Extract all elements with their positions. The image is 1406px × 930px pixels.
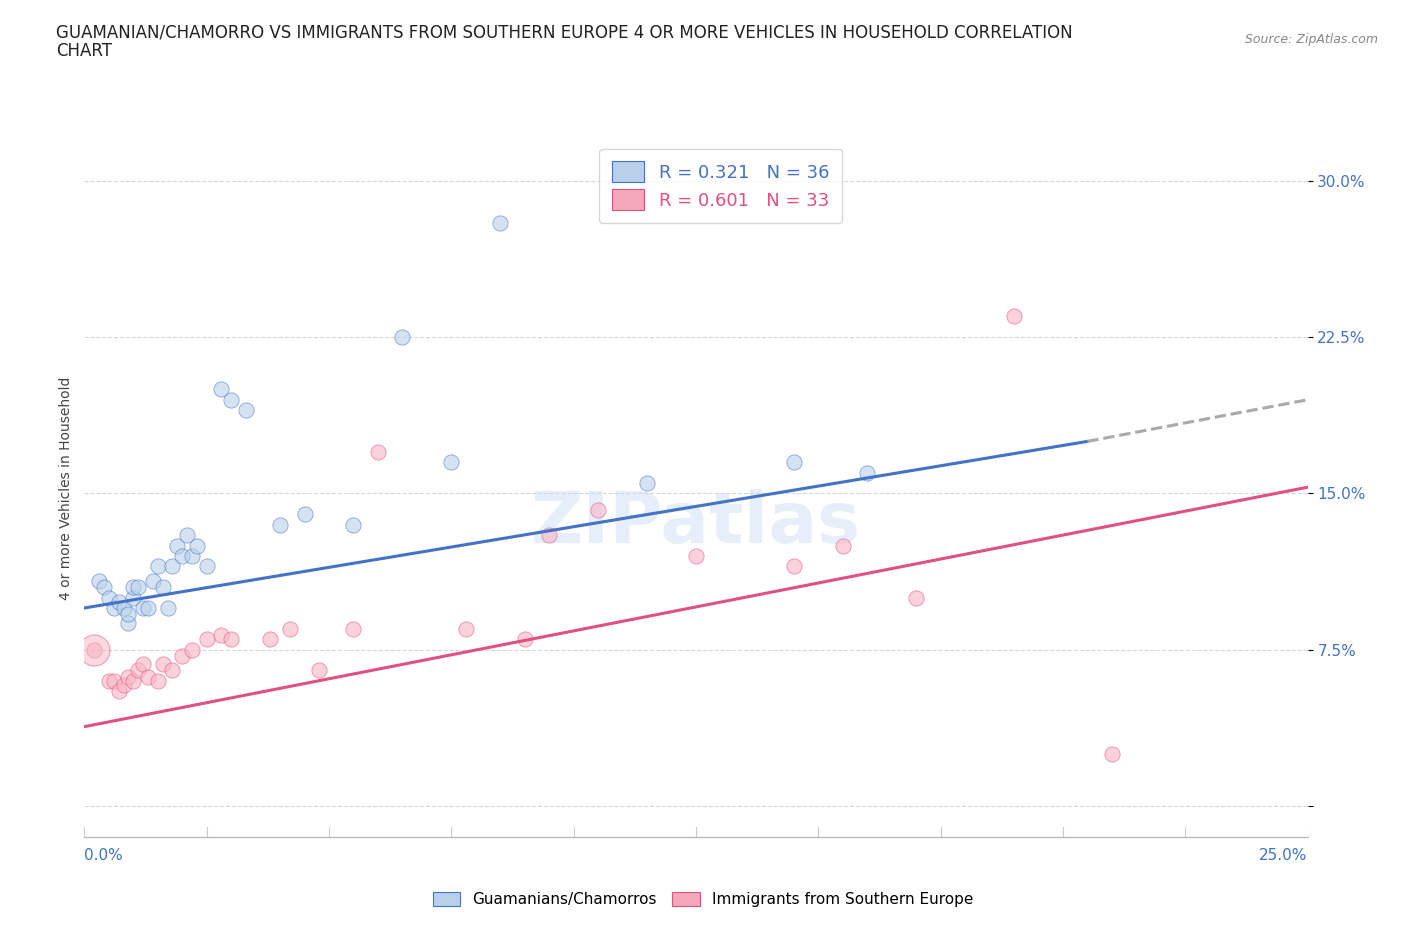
Point [181,643,204,658]
Point [783,559,806,574]
Point [176,527,198,542]
Point [209,628,232,643]
Point [172,648,194,663]
Point [342,517,364,532]
Point [219,392,242,407]
Point [195,559,218,574]
Point [136,601,159,616]
Y-axis label: 4 or more Vehicles in Household: 4 or more Vehicles in Household [59,377,73,600]
Point [181,549,204,564]
Point [97,673,120,688]
Point [87,574,110,589]
Point [235,403,257,418]
Point [117,606,139,621]
Point [142,574,165,589]
Point [127,579,149,594]
Point [152,657,174,671]
Point [391,330,413,345]
Point [162,663,184,678]
Point [146,559,169,574]
Point [122,579,145,594]
Point [107,684,129,698]
Point [83,643,105,658]
Point [831,538,853,553]
Point [93,579,115,594]
Point [219,631,242,646]
Point [905,591,928,605]
Point [783,455,806,470]
Point [103,673,125,688]
Point [152,579,174,594]
Point [172,549,194,564]
Point [367,445,389,459]
Point [166,538,188,553]
Text: CHART: CHART [56,42,112,60]
Text: Source: ZipAtlas.com: Source: ZipAtlas.com [1244,33,1378,46]
Text: GUAMANIAN/CHAMORRO VS IMMIGRANTS FROM SOUTHERN EUROPE 4 OR MORE VEHICLES IN HOUS: GUAMANIAN/CHAMORRO VS IMMIGRANTS FROM SO… [56,23,1073,41]
Point [117,615,139,630]
Text: ZIPatlas: ZIPatlas [531,488,860,558]
Point [685,549,707,564]
Point [83,643,105,658]
Point [440,455,463,470]
Point [97,591,120,605]
Point [107,594,129,609]
Point [856,465,879,480]
Point [122,673,145,688]
Point [162,559,184,574]
Text: 0.0%: 0.0% [84,848,124,863]
Point [186,538,208,553]
Point [636,475,658,490]
Point [538,527,561,542]
Point [122,591,145,605]
Point [103,601,125,616]
Legend: Guamanians/Chamorros, Immigrants from Southern Europe: Guamanians/Chamorros, Immigrants from So… [426,885,980,913]
Point [127,663,149,678]
Legend: R = 0.321   N = 36, R = 0.601   N = 33: R = 0.321 N = 36, R = 0.601 N = 33 [599,149,842,223]
Point [1002,309,1025,324]
Point [136,670,159,684]
Point [209,382,232,397]
Point [308,663,330,678]
Point [132,657,155,671]
Point [156,601,179,616]
Point [195,631,218,646]
Point [132,601,155,616]
Point [117,670,139,684]
Point [112,601,135,616]
Point [454,621,477,636]
Text: 25.0%: 25.0% [1260,848,1308,863]
Point [259,631,281,646]
Point [342,621,364,636]
Point [586,503,609,518]
Point [269,517,291,532]
Point [513,631,536,646]
Point [146,673,169,688]
Point [489,216,512,231]
Point [278,621,301,636]
Point [294,507,316,522]
Point [112,678,135,693]
Point [1101,746,1123,761]
